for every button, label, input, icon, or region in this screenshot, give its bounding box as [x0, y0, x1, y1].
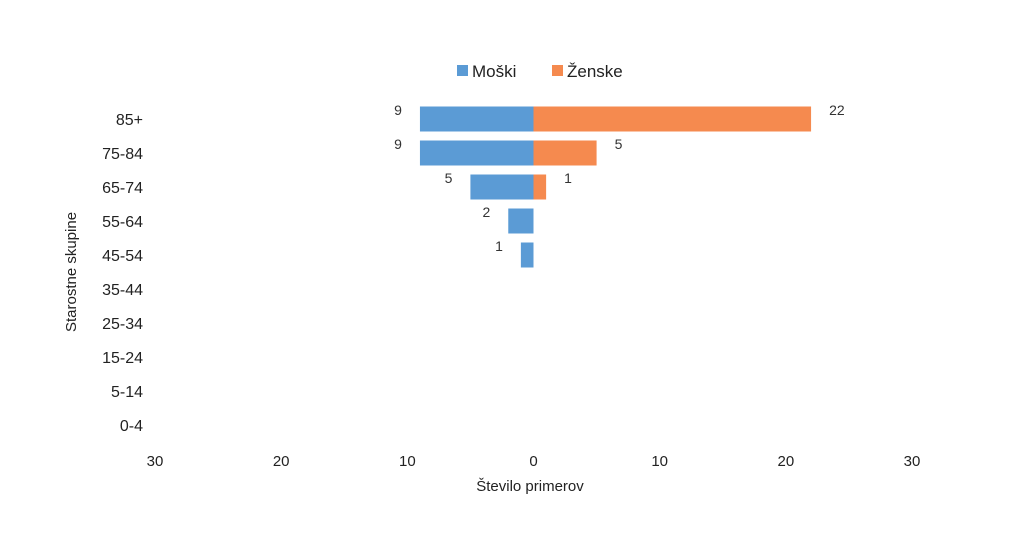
y-tick-55-64: 55-64: [102, 214, 143, 231]
x-axis-tick-labels: 30 20 10 0 10 20 30: [147, 453, 921, 470]
legend: Moški Ženske: [457, 62, 623, 81]
y-tick-5-14: 5-14: [111, 384, 143, 401]
x-tick-0: 30: [147, 453, 164, 470]
bar-moski-45-54: [520, 242, 534, 268]
bar-moski-75-84: [419, 140, 534, 166]
y-tick-15-24: 15-24: [102, 350, 143, 367]
x-tick-4: 10: [651, 453, 668, 470]
legend-swatch-zenske: [552, 65, 563, 76]
data-label-moski-55-64: 2: [482, 204, 490, 220]
y-axis-title: Starostne skupine: [63, 212, 80, 332]
bars-group: [419, 106, 812, 268]
x-axis-title: Število primerov: [476, 478, 584, 495]
x-tick-5: 20: [777, 453, 794, 470]
bar-zenske-65-74: [533, 174, 547, 200]
y-tick-0-4: 0-4: [120, 418, 143, 435]
legend-label-zenske: Ženske: [567, 62, 623, 81]
data-label-moski-45-54: 1: [495, 238, 503, 254]
x-tick-3: 0: [529, 453, 537, 470]
bar-moski-55-64: [508, 208, 534, 234]
x-tick-6: 30: [904, 453, 921, 470]
legend-label-moski: Moški: [472, 62, 516, 81]
y-tick-65-74: 65-74: [102, 180, 143, 197]
bar-moski-65-74: [470, 174, 534, 200]
x-tick-2: 10: [399, 453, 416, 470]
bar-moski-85: [419, 106, 534, 132]
y-tick-45-54: 45-54: [102, 248, 143, 265]
y-tick-25-34: 25-34: [102, 316, 143, 333]
data-label-zenske-65-74: 1: [564, 170, 572, 186]
data-label-zenske-85: 22: [829, 102, 845, 118]
bar-zenske-85: [533, 106, 812, 132]
data-label-moski-75-84: 9: [394, 136, 402, 152]
bar-zenske-75-84: [533, 140, 597, 166]
legend-swatch-moski: [457, 65, 468, 76]
y-axis-tick-labels: 85+ 75-84 65-74 55-64 45-54 35-44 25-34 15-24 5-…: [102, 112, 143, 435]
x-tick-1: 20: [273, 453, 290, 470]
bar-labels-group: 9 22 9 5 5 1 2 1: [394, 102, 845, 254]
data-label-moski-65-74: 5: [445, 170, 453, 186]
data-label-zenske-75-84: 5: [615, 136, 623, 152]
y-tick-35-44: 35-44: [102, 282, 143, 299]
data-label-moski-85: 9: [394, 102, 402, 118]
y-tick-75-84: 75-84: [102, 146, 143, 163]
y-tick-85: 85+: [116, 112, 143, 129]
